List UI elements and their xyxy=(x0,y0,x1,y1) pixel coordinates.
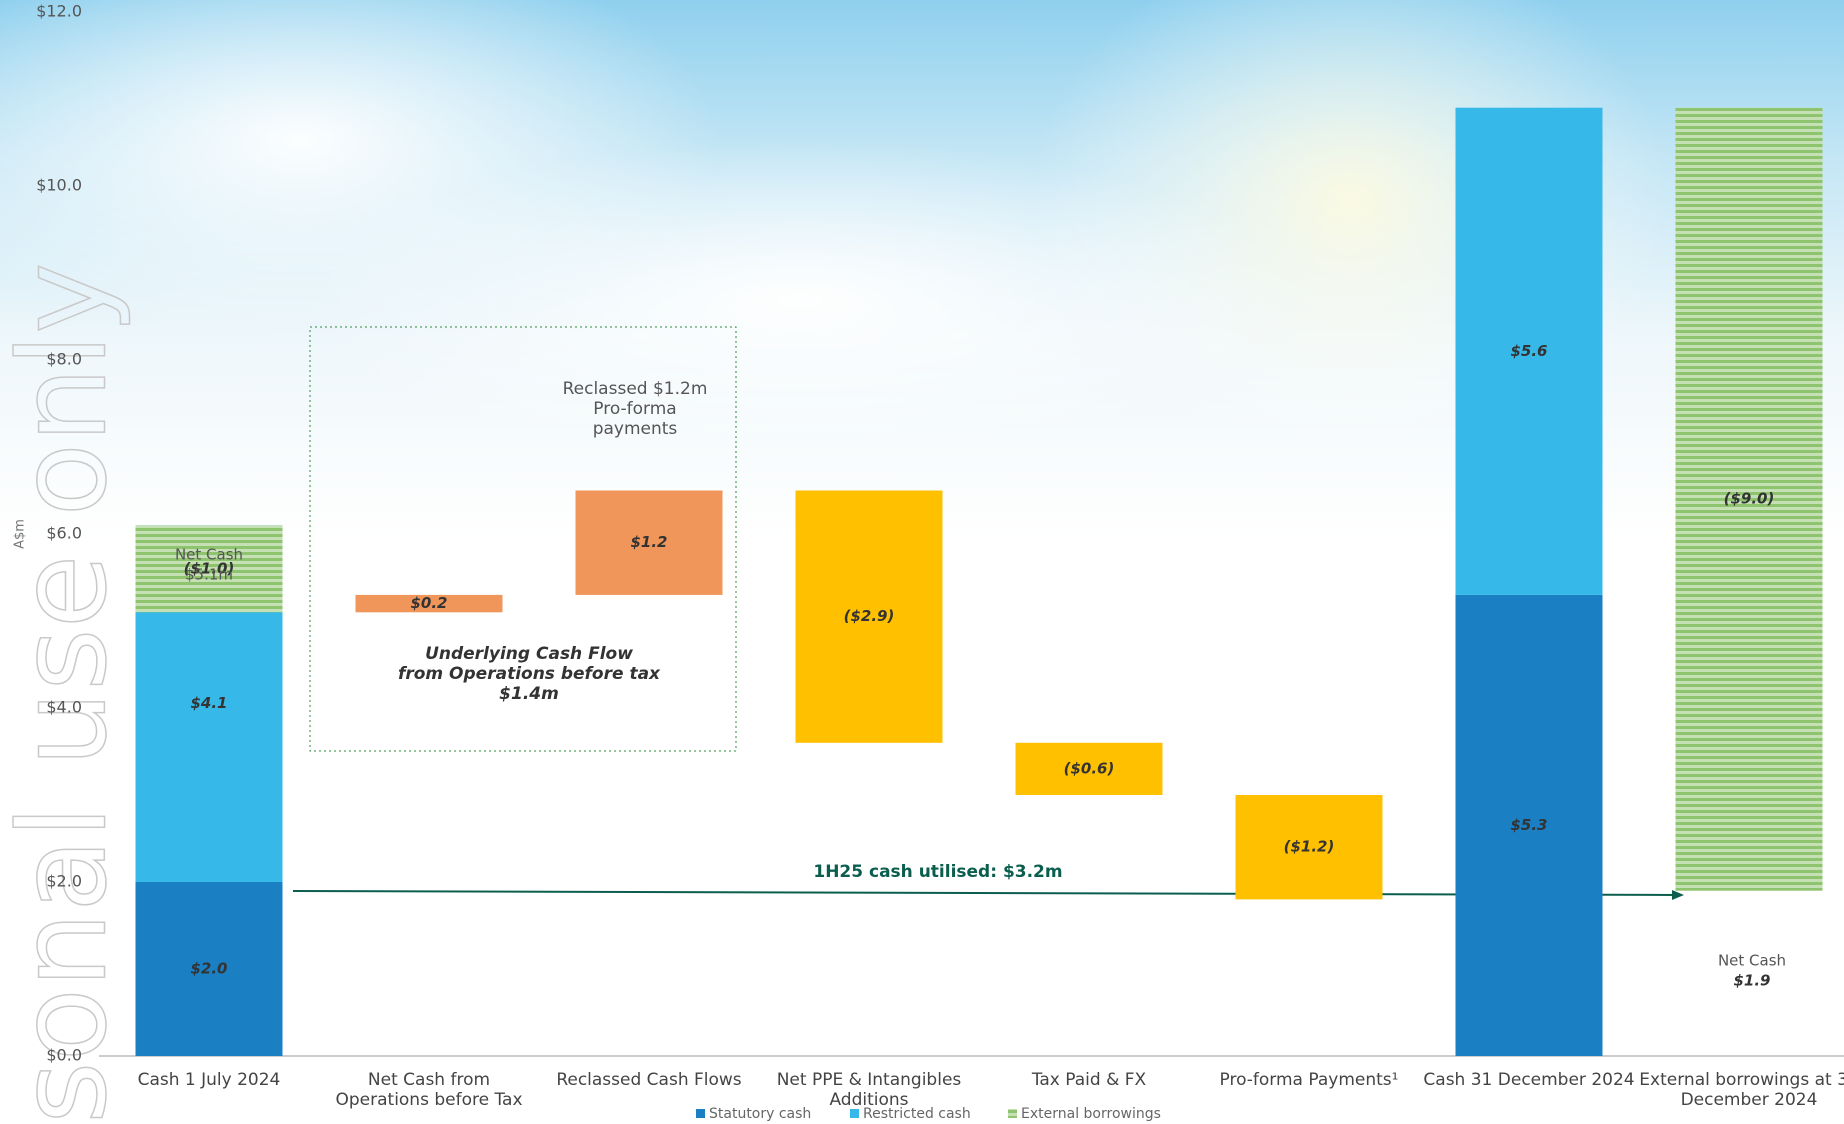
y-tick-label: $2.0 xyxy=(46,872,82,891)
value-label: ($1.0) xyxy=(184,559,235,577)
value-label: $5.3 xyxy=(1510,816,1547,834)
x-tick-label: Pro-forma Payments¹ xyxy=(1219,1070,1399,1090)
annotation: $1.4m xyxy=(499,684,559,704)
x-tick-label: Cash 1 July 2024 xyxy=(137,1070,281,1090)
legend-swatch xyxy=(850,1109,859,1118)
bar xyxy=(135,882,283,1056)
legend-label: External borrowings xyxy=(1021,1106,1161,1122)
watermark-group: sonal use only xyxy=(0,262,134,1124)
value-label: $1.2 xyxy=(630,533,667,551)
y-tick-label: $4.0 xyxy=(46,698,82,717)
value-label: $4.1 xyxy=(190,694,227,712)
y-tick-label: $10.0 xyxy=(36,176,82,195)
x-tick-label: Net Cash from Operations before Tax xyxy=(335,1070,523,1110)
annotation: Net Cash xyxy=(1718,952,1786,970)
y-tick-label: $0.0 xyxy=(46,1046,82,1065)
annotation: Pro-forma xyxy=(593,399,676,419)
bar xyxy=(1015,742,1163,795)
x-tick-label: External borrowings at 31 December 2024 xyxy=(1639,1070,1844,1110)
x-tick-label: Tax Paid & FX xyxy=(1031,1070,1147,1090)
legend-label: Restricted cash xyxy=(863,1106,971,1122)
y-tick-label: $12.0 xyxy=(36,2,82,21)
annotation: from Operations before tax xyxy=(398,664,661,684)
value-label: $0.2 xyxy=(410,594,447,612)
bar xyxy=(1235,795,1383,900)
y-tick-label: $6.0 xyxy=(46,524,82,543)
arrow-line xyxy=(292,890,1677,896)
bar xyxy=(1455,594,1603,1056)
annotation: Underlying Cash Flow xyxy=(425,644,633,664)
y-tick-label: $8.0 xyxy=(46,350,82,369)
value-label: $2.0 xyxy=(190,960,227,978)
bar xyxy=(1455,107,1603,595)
value-label: $5.6 xyxy=(1510,342,1547,360)
bar xyxy=(135,525,283,613)
legend-label: Statutory cash xyxy=(709,1106,811,1122)
bar xyxy=(795,490,943,743)
value-label: ($0.6) xyxy=(1064,759,1115,777)
annotation: payments xyxy=(593,419,678,439)
y-axis-label: A$m xyxy=(13,519,28,549)
annotation: $1.9 xyxy=(1733,972,1770,990)
bar xyxy=(355,594,503,613)
x-tick-label: Net PPE & Intangibles Additions xyxy=(776,1070,962,1110)
annotation: Reclassed $1.2m xyxy=(563,379,708,399)
annotation: $5.1m xyxy=(185,566,233,584)
annotation: 1H25 cash utilised: $3.2m xyxy=(813,862,1062,882)
bar xyxy=(1675,107,1823,891)
x-tick-label: Reclassed Cash Flows xyxy=(556,1070,742,1090)
legend-swatch xyxy=(696,1109,705,1118)
arrow-head xyxy=(1672,890,1684,900)
x-tick-label: Cash 31 December 2024 xyxy=(1423,1070,1635,1090)
legend-swatch xyxy=(1008,1109,1017,1118)
value-label: ($1.2) xyxy=(1284,838,1335,856)
annotation: Net Cash xyxy=(175,546,243,564)
bar xyxy=(575,490,723,595)
value-label: ($2.9) xyxy=(844,607,895,625)
watermark: sonal use only xyxy=(0,263,134,1124)
value-label: ($9.0) xyxy=(1724,490,1775,508)
